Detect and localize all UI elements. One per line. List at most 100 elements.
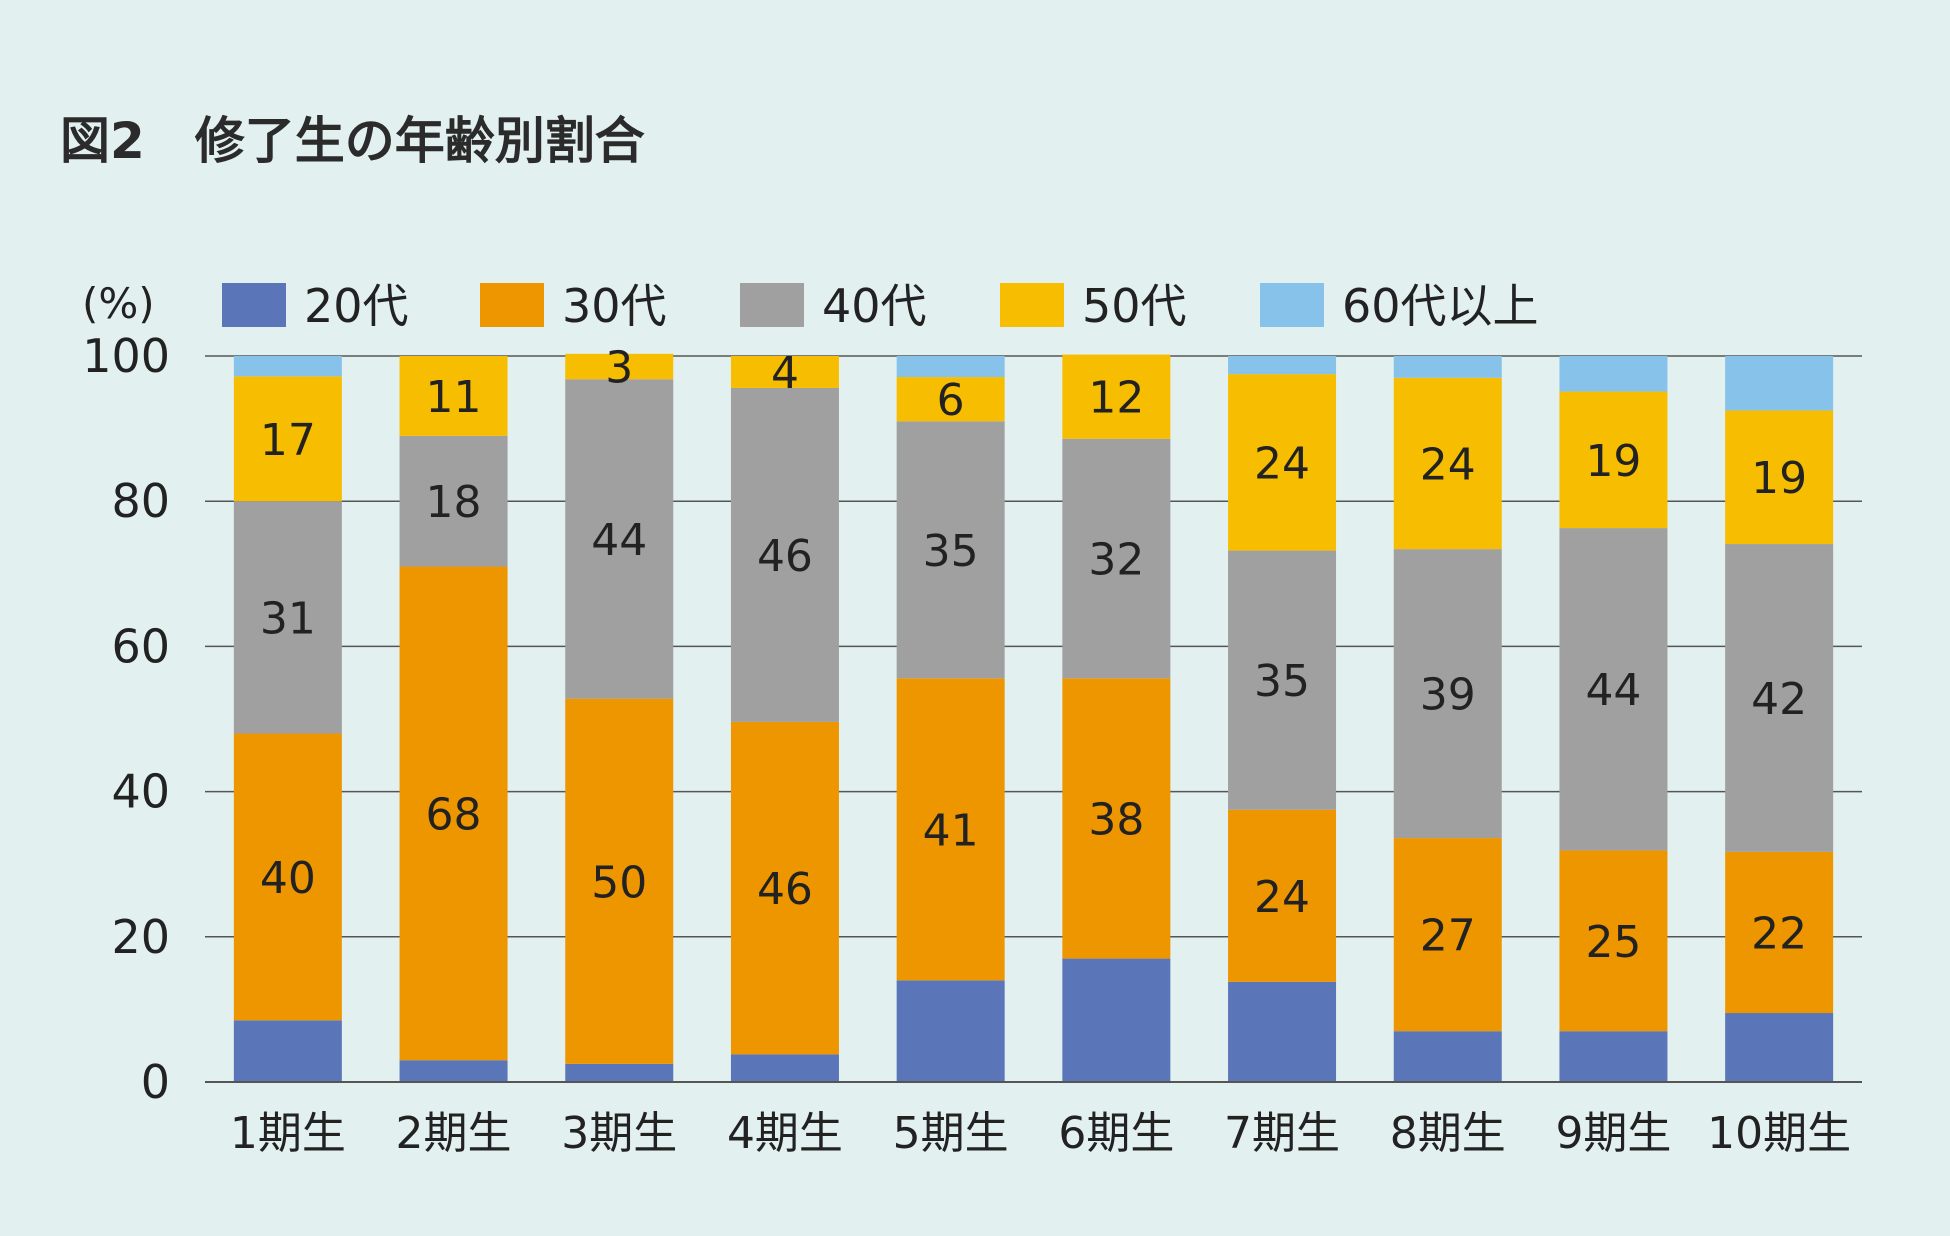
y-tick-label: 40 xyxy=(111,765,170,819)
bar-segment xyxy=(1725,410,1834,545)
legend-swatch xyxy=(1260,283,1324,327)
y-tick-label: 60 xyxy=(111,619,170,673)
bar-segment xyxy=(233,501,342,734)
bar-segment xyxy=(1062,678,1171,959)
data-label: 39 xyxy=(1420,670,1476,721)
bar-segment xyxy=(1725,1013,1834,1082)
bar-segment xyxy=(730,356,839,388)
bar-segment xyxy=(399,356,508,436)
bar-segment xyxy=(896,356,1005,378)
bar-segment xyxy=(565,379,674,699)
data-label: 41 xyxy=(923,805,979,856)
bar-segment xyxy=(565,698,674,1064)
x-tick-label: 2期生 xyxy=(396,1108,512,1159)
bar-segment xyxy=(1559,356,1668,392)
data-label: 22 xyxy=(1751,908,1807,959)
data-label: 50 xyxy=(591,857,647,908)
data-label: 38 xyxy=(1088,794,1144,845)
bar-segment xyxy=(1725,356,1834,411)
bar-segment xyxy=(1393,549,1502,839)
x-tick-label: 1期生 xyxy=(230,1108,346,1159)
bar-segment xyxy=(1559,391,1668,529)
data-label: 27 xyxy=(1420,911,1476,962)
bar-segment xyxy=(896,421,1005,679)
bar-segment xyxy=(233,356,342,377)
bar-segment xyxy=(1228,374,1337,551)
bar-segment xyxy=(1062,438,1171,679)
bar-labels: 40 31 17 68 18 11 50 44 3 46 46 4 41 35 6 38 32 12 24 35 24 2… xyxy=(260,343,1807,968)
bar-segment xyxy=(1062,354,1171,439)
bar-segment xyxy=(233,1020,342,1082)
data-label: 12 xyxy=(1088,373,1144,424)
data-label: 32 xyxy=(1088,535,1144,586)
data-label: 31 xyxy=(260,593,316,644)
y-tick-label: 20 xyxy=(111,910,170,964)
y-axis-unit-label: (%) xyxy=(82,279,155,328)
data-label: 25 xyxy=(1585,917,1641,968)
bar-segment xyxy=(896,980,1005,1082)
bar-segment xyxy=(565,1063,674,1082)
legend-label: 20代 xyxy=(304,279,409,333)
data-label: 19 xyxy=(1585,436,1641,487)
bar-segment xyxy=(1559,528,1668,851)
bar-segment xyxy=(1393,377,1502,550)
bar-segment xyxy=(1393,1031,1502,1082)
data-label: 40 xyxy=(260,853,316,904)
data-label: 11 xyxy=(426,372,482,423)
data-label: 24 xyxy=(1420,439,1476,490)
legend-label: 50代 xyxy=(1082,279,1187,333)
data-label: 44 xyxy=(1585,665,1641,716)
legend-swatch xyxy=(222,283,286,327)
bar-segment xyxy=(730,387,839,722)
legend-swatch xyxy=(740,283,804,327)
y-axis: 0 20 40 60 80 100 xyxy=(82,329,170,1109)
y-tick-label: 100 xyxy=(82,329,170,383)
bar-segment xyxy=(399,566,508,1061)
data-label: 68 xyxy=(426,789,482,840)
bar-segment xyxy=(1393,356,1502,378)
data-label: 44 xyxy=(591,515,647,566)
bars xyxy=(233,353,1834,1082)
data-label: 42 xyxy=(1751,674,1807,725)
x-tick-label: 8期生 xyxy=(1390,1108,1506,1159)
bar-segment xyxy=(565,353,674,380)
x-axis: 1期生 2期生 3期生 4期生 5期生 6期生 7期生 8期生 9期生 10期生 xyxy=(205,1081,1862,1159)
bar-segment xyxy=(1725,851,1834,1014)
bar-segment xyxy=(399,1060,508,1082)
data-label: 35 xyxy=(1254,656,1310,707)
y-tick-label: 80 xyxy=(111,474,170,528)
bar-segment xyxy=(730,721,839,1055)
data-label: 46 xyxy=(757,864,813,915)
bar-segment xyxy=(896,377,1005,422)
data-label: 35 xyxy=(923,526,979,577)
bar-segment xyxy=(1228,550,1337,810)
bar-segment xyxy=(730,1054,839,1082)
x-tick-label: 9期生 xyxy=(1555,1108,1671,1159)
bar-segment xyxy=(896,678,1005,981)
legend-label: 30代 xyxy=(562,279,667,333)
x-tick-label: 5期生 xyxy=(893,1108,1009,1159)
bar-segment xyxy=(399,435,508,567)
bar-segment xyxy=(1725,544,1834,852)
legend-label: 60代以上 xyxy=(1342,279,1539,333)
data-label: 24 xyxy=(1254,438,1310,489)
bar-segment xyxy=(233,376,342,502)
bar-segment xyxy=(1559,850,1668,1032)
data-label: 24 xyxy=(1254,872,1310,923)
bar-segment xyxy=(1393,838,1502,1032)
data-label: 17 xyxy=(260,415,316,466)
legend-swatch xyxy=(1000,283,1064,327)
legend: 20代 30代 40代 50代 60代以上 xyxy=(222,279,1539,333)
bar-segment xyxy=(1062,958,1171,1082)
data-label: 3 xyxy=(605,343,633,394)
x-tick-label: 10期生 xyxy=(1707,1108,1851,1159)
bar-segment xyxy=(1228,356,1337,375)
legend-swatch xyxy=(480,283,544,327)
x-tick-label: 4期生 xyxy=(727,1108,843,1159)
data-label: 46 xyxy=(757,531,813,582)
x-tick-label: 3期生 xyxy=(561,1108,677,1159)
x-tick-label: 7期生 xyxy=(1224,1108,1340,1159)
bar-segment xyxy=(1228,809,1337,982)
chart-title: 図2 修了生の年齢別割合 xyxy=(60,112,645,170)
